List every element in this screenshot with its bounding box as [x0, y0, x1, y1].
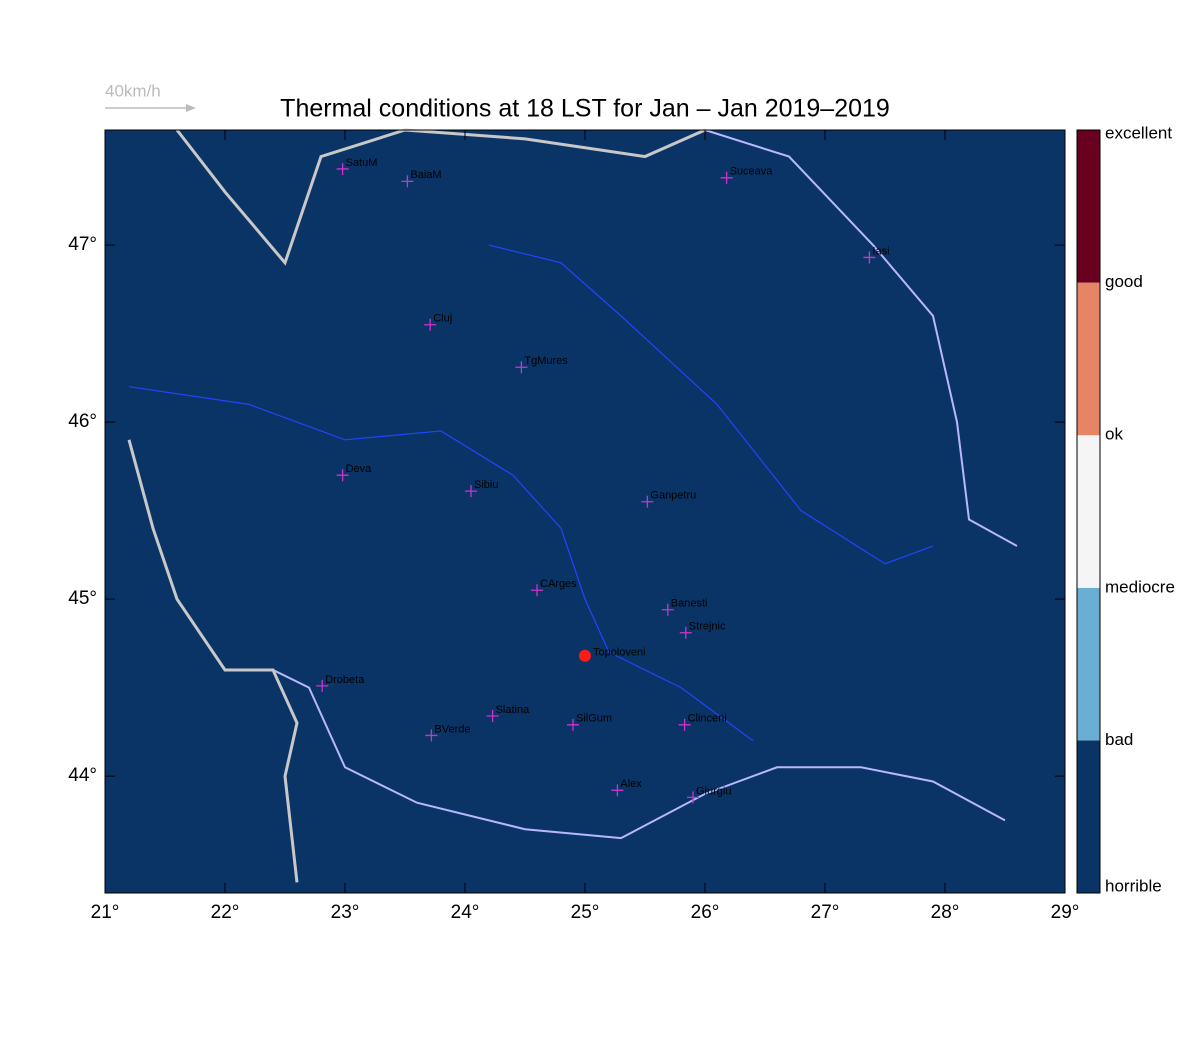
colorbar-segment [1077, 587, 1100, 741]
station-marker [661, 603, 674, 616]
station-marker [679, 626, 692, 639]
colorbar-segment [1077, 435, 1100, 588]
station-label: Strejnic [689, 621, 726, 633]
plot-area [104, 128, 1066, 894]
map-background [105, 130, 1065, 893]
station-label: SilGum [576, 713, 612, 725]
station-label: Giurgiu [696, 785, 731, 797]
station-marker [336, 162, 349, 175]
x-tick-label: 23° [331, 902, 360, 923]
station-label: Ganpetru [650, 490, 696, 502]
colorbar-label: horrible [1105, 876, 1162, 895]
station-marker [678, 718, 691, 731]
station-label: Alex [620, 778, 642, 790]
reference-vector-label: 40km/h [105, 81, 161, 100]
colorbar-segment [1077, 282, 1100, 436]
neighbor-border [175, 128, 706, 266]
station-marker [515, 361, 528, 374]
station-marker [465, 485, 477, 498]
colorbar-frame [1076, 129, 1101, 894]
station-marker [336, 469, 349, 482]
station-marker [720, 171, 733, 184]
station-label: Deva [346, 463, 373, 475]
station-marker [611, 784, 624, 797]
station-marker [316, 679, 329, 692]
river [488, 244, 934, 565]
station-label: CArges [540, 578, 577, 590]
colorbar-segment [1077, 130, 1100, 283]
country-border [704, 129, 1018, 547]
colorbar-label: mediocre [1105, 577, 1175, 596]
colorbar-label: ok [1105, 425, 1123, 444]
station-label: Slatina [496, 704, 531, 716]
x-tick-label: 22° [211, 902, 240, 923]
station-label: Clinceni [688, 713, 727, 725]
highlight-label: Topoloveni [593, 647, 646, 659]
y-tick-label: 44° [68, 765, 97, 786]
x-tick-label: 25° [571, 902, 600, 923]
x-tick-label: 27° [811, 902, 840, 923]
station-label: TgMures [524, 355, 568, 367]
station-marker [425, 729, 438, 742]
x-tick-label: 26° [691, 902, 720, 923]
colorbar-label: bad [1105, 730, 1133, 749]
y-tick-label: 46° [68, 411, 97, 432]
colorbar-segment [1077, 740, 1100, 893]
station-label: Iasi [872, 245, 889, 257]
station-label: BVerde [434, 723, 470, 735]
station-label: SatuM [346, 157, 378, 169]
station-label: Suceava [730, 166, 774, 178]
station-label: Sibiu [474, 479, 498, 491]
neighbor-border [127, 439, 299, 883]
station-marker [641, 495, 654, 508]
station-label: Cluj [433, 313, 452, 325]
river [128, 386, 754, 742]
station-marker [486, 709, 499, 722]
station-marker [687, 791, 699, 804]
station-marker [531, 584, 543, 597]
highlight-marker [579, 649, 591, 662]
y-tick-label: 45° [68, 588, 97, 609]
x-tick-label: 21° [91, 902, 120, 923]
colorbar-label: good [1105, 272, 1143, 291]
y-tick-label: 47° [68, 234, 97, 255]
map-title: Thermal conditions at 18 LST for Jan – J… [280, 95, 890, 123]
station-marker [863, 251, 876, 264]
x-tick-label: 24° [451, 902, 480, 923]
station-label: Banesti [671, 598, 708, 610]
station-label: Drobeta [325, 674, 365, 686]
station-label: BaiaM [410, 169, 441, 181]
station-marker [401, 175, 414, 188]
x-tick-label: 28° [931, 902, 960, 923]
station-marker [567, 718, 579, 731]
station-marker [424, 318, 437, 331]
x-tick-label: 29° [1051, 902, 1080, 923]
reference-vector [105, 104, 196, 112]
country-border [272, 669, 1006, 840]
colorbar-label: excellent [1105, 123, 1172, 142]
